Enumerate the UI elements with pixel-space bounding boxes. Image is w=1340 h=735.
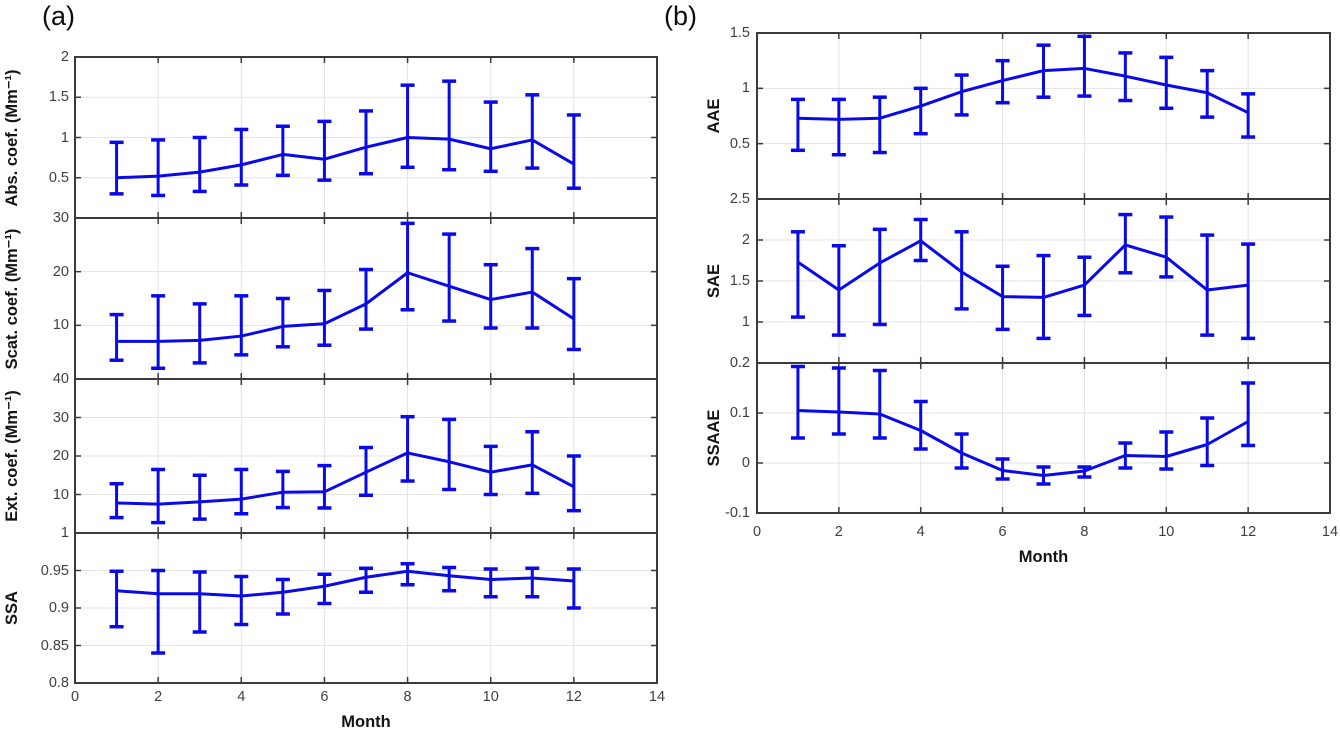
xtick-label: 2: [834, 523, 843, 540]
ytick-label: -0.1: [725, 504, 750, 521]
ytick-label: 0.8: [48, 674, 69, 691]
ytick-label: 0.2: [729, 354, 750, 371]
xtick-label: 10: [482, 688, 499, 705]
chart-panel-abs-coef: [74, 56, 658, 219]
chart-panel-aae: [756, 32, 1331, 200]
xtick-label: 14: [648, 688, 666, 705]
ytick-label: 30: [52, 409, 69, 426]
ytick-label: 40: [52, 370, 69, 387]
error-bars: [109, 221, 581, 371]
ytick-label: 0.5: [729, 135, 750, 152]
y-axis-label-sae: SAE: [704, 264, 723, 298]
y-axis-label-ssaae: SSAAE: [704, 409, 723, 467]
error-bars: [109, 414, 581, 525]
xtick-label: 2: [154, 688, 163, 705]
axis-ticks: [756, 362, 1331, 514]
ytick-label: 2: [741, 231, 750, 248]
y-axis-label-aae: AAE: [704, 98, 723, 134]
x-axis-label-b: Month: [1018, 547, 1069, 566]
ytick-label: 1: [741, 80, 750, 97]
y-axis-label-abs-coef: Abs. coef. (Mm⁻¹): [2, 68, 21, 207]
ytick-label: 0.85: [40, 637, 69, 654]
chart-panel-ext-coef: [74, 378, 658, 534]
xtick-label: 0: [70, 688, 80, 705]
ytick-label: 0: [741, 454, 750, 471]
ytick-label: 0.95: [40, 562, 69, 579]
ytick-label: 10: [52, 486, 69, 503]
chart-panel-ssaae: [756, 362, 1331, 514]
ytick-label: 0.1: [729, 404, 750, 421]
axes-border: [756, 362, 1331, 514]
ytick-label: 1.5: [729, 24, 750, 41]
error-bars: [790, 34, 1256, 157]
xtick-label: 10: [1158, 523, 1175, 540]
ytick-label: 1.5: [48, 89, 69, 105]
xtick-label: 4: [916, 523, 925, 540]
error-bars: [109, 79, 581, 198]
chart-panel-scat-coef: [74, 217, 658, 380]
data-line: [797, 409, 1249, 477]
xtick-label: 4: [237, 688, 246, 705]
xtick-label: 6: [320, 688, 329, 705]
xtick-label: 0: [752, 523, 762, 540]
xtick-label: 14: [1321, 523, 1339, 540]
data-line: [116, 136, 575, 180]
ytick-label: 1: [60, 524, 69, 541]
y-axis-label-ext-coef: Ext. coef. (Mm⁻¹): [2, 390, 21, 522]
panel-a-label: (a): [42, 1, 75, 31]
chart-panel-sae: [756, 198, 1331, 364]
axes-border: [74, 532, 658, 684]
data-line: [116, 271, 575, 343]
y-axis-label-ssa: SSA: [2, 591, 21, 625]
ytick-label: 0.9: [48, 599, 69, 616]
data-line: [797, 239, 1249, 299]
error-bars: [109, 562, 581, 655]
ytick-label: 20: [52, 263, 69, 280]
panel-b-label: (b): [664, 1, 697, 31]
xtick-label: 12: [1240, 523, 1257, 540]
ytick-label: 30: [52, 209, 69, 226]
data-line: [797, 66, 1249, 121]
ytick-label: 2.5: [729, 190, 750, 207]
xtick-label: 12: [565, 688, 582, 705]
ytick-label: 20: [52, 447, 69, 464]
data-line: [116, 451, 575, 506]
ytick-label: 2: [60, 48, 69, 65]
y-axis-label-scat-coef: Scat. coef. (Mm⁻¹): [2, 228, 21, 369]
chart-panel-ssa: [74, 532, 658, 684]
ytick-label: 1: [60, 129, 69, 146]
ytick-label: 1.5: [729, 272, 750, 289]
xtick-label: 6: [998, 523, 1007, 540]
data-line: [116, 569, 574, 598]
ytick-label: 0.5: [48, 169, 69, 186]
gridlines: [757, 363, 1330, 513]
ytick-label: 10: [52, 317, 69, 334]
x-axis-label-a: Month: [341, 712, 391, 731]
xtick-label: 8: [1080, 523, 1089, 540]
ytick-label: 1: [741, 313, 750, 330]
xtick-label: 8: [403, 688, 412, 705]
error-bars: [790, 364, 1256, 486]
